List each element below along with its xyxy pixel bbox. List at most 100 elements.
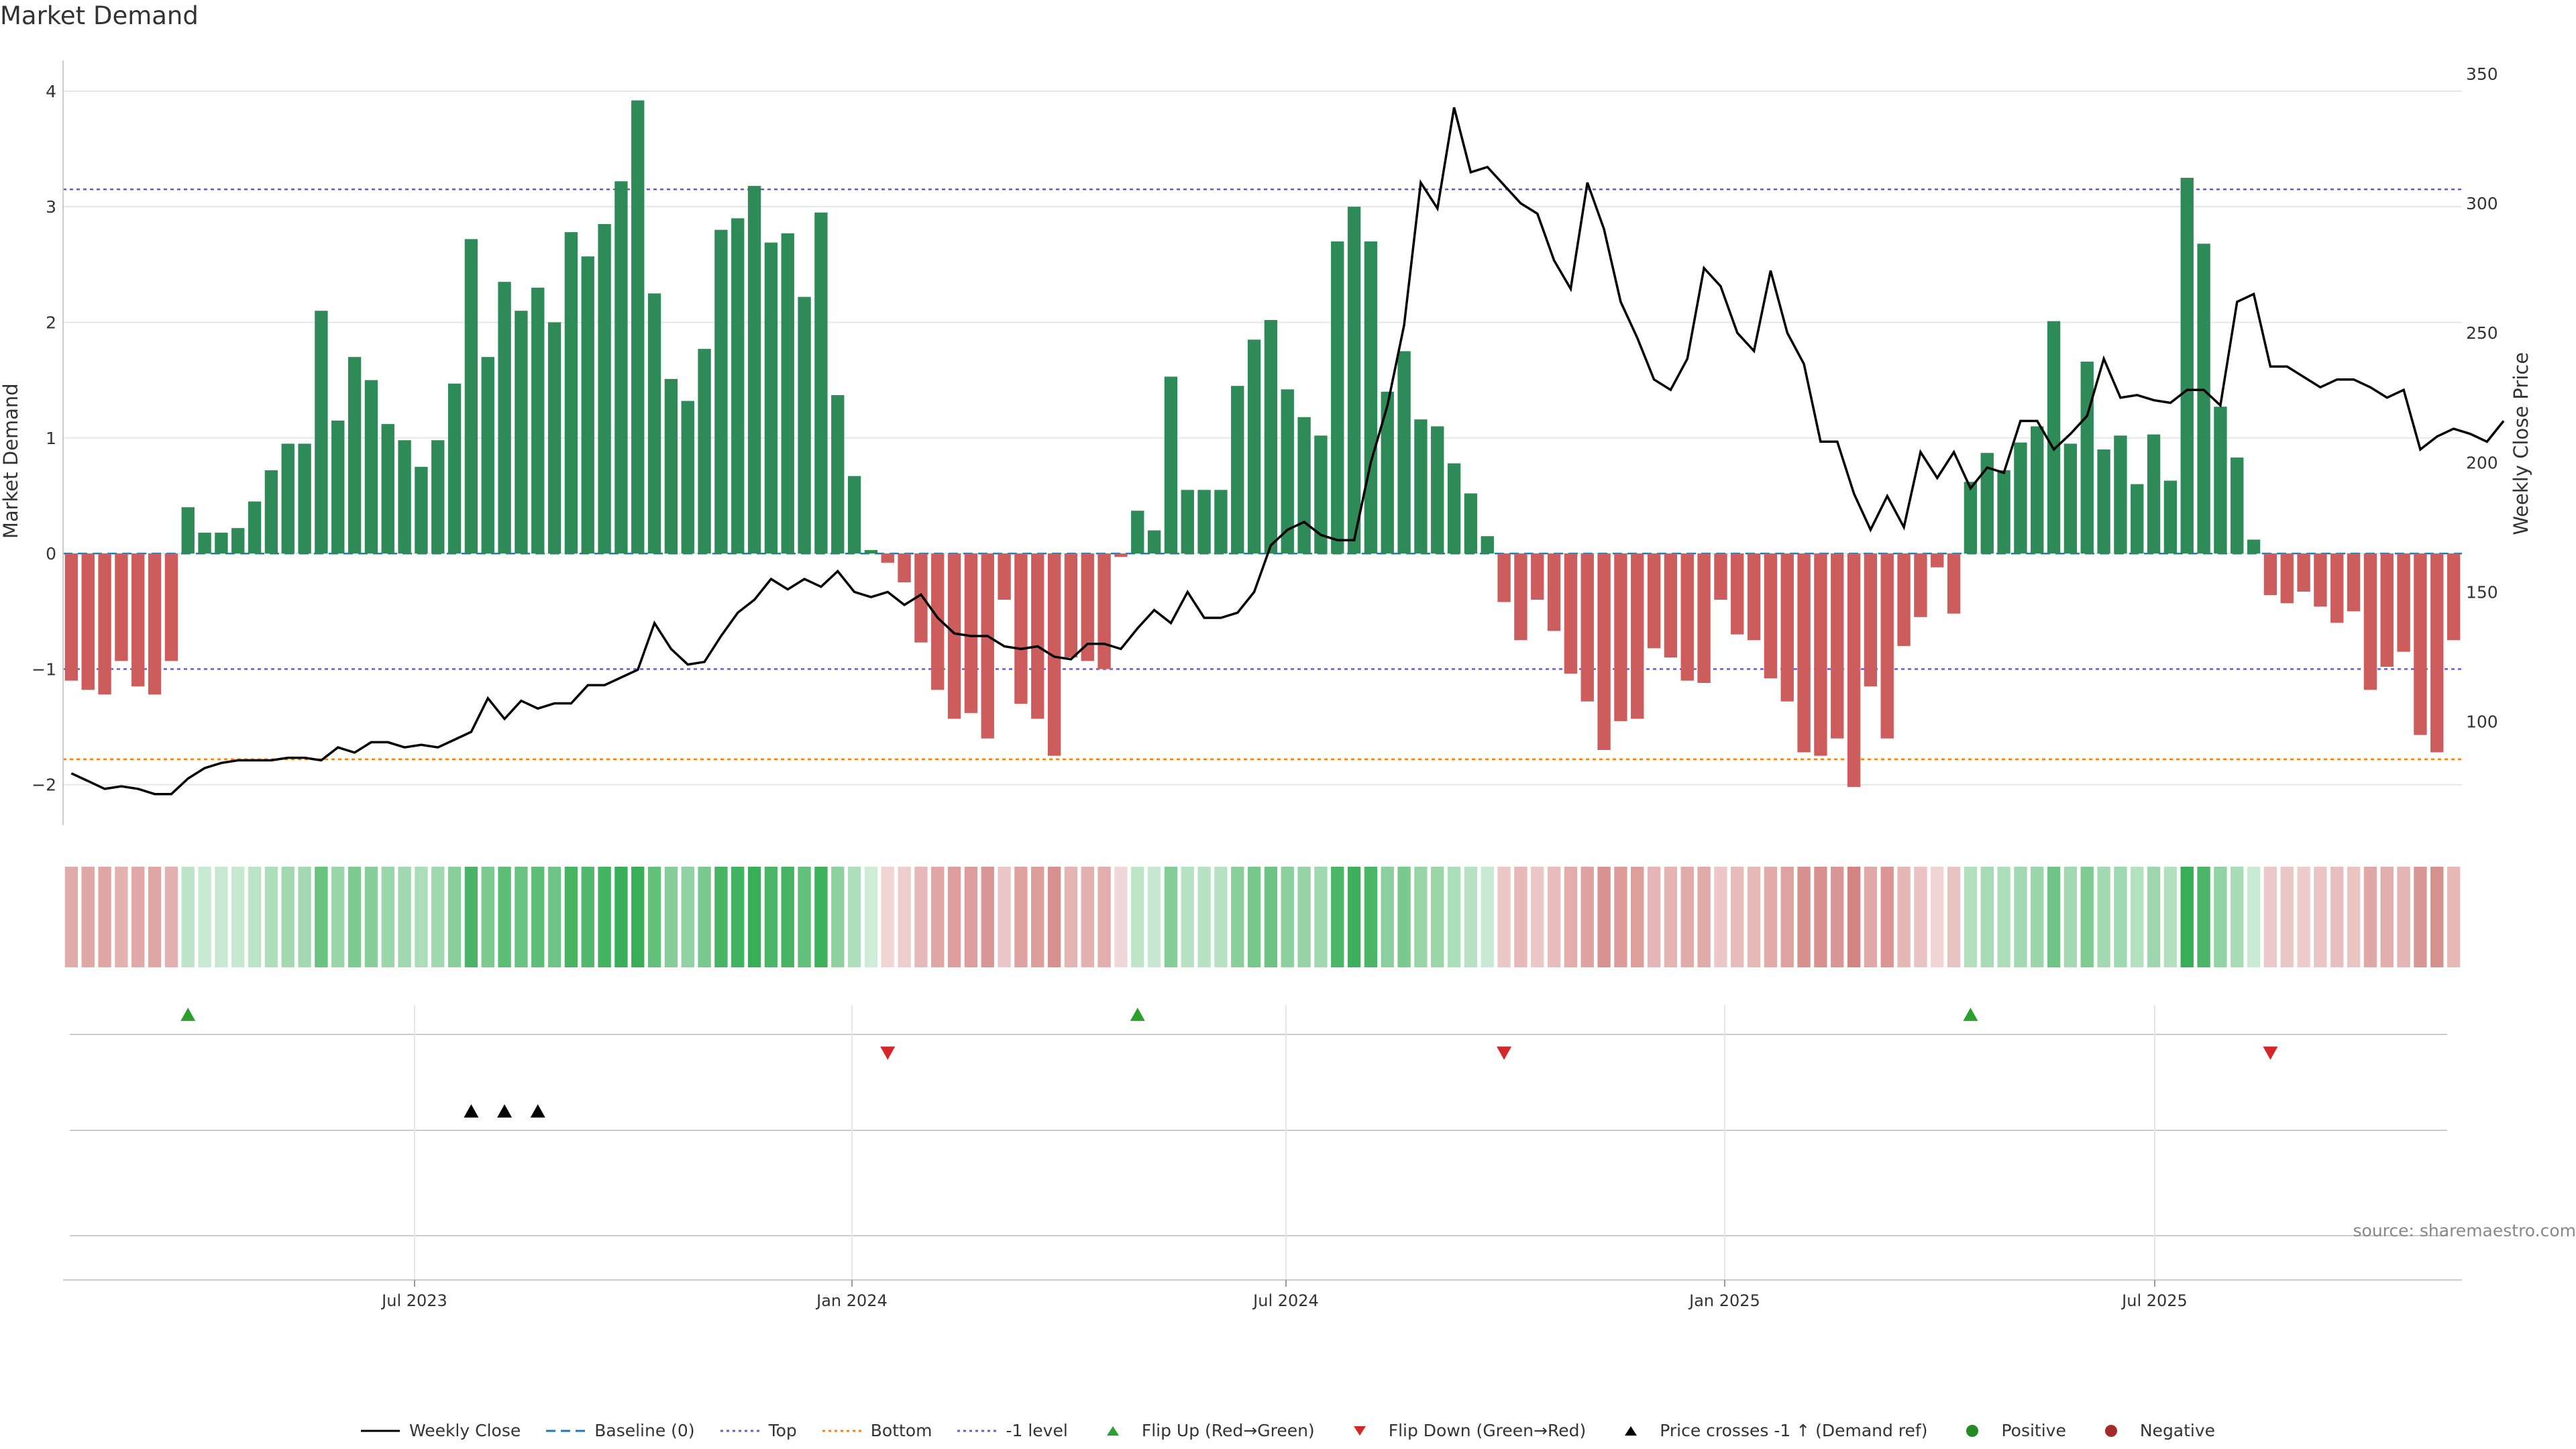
demand-bar [1197,490,1211,554]
demand-bar [1914,553,1927,617]
demand-bar [1731,553,1744,635]
demand-bar [881,553,894,563]
demand-bar [2314,553,2327,607]
demand-bar [1297,417,1311,554]
heat-cell [1047,867,1061,967]
demand-bar [498,282,511,554]
heat-cell [2031,867,2044,967]
demand-bar [2397,553,2410,652]
heat-cell [2197,867,2210,967]
demand-bar [1897,553,1911,646]
demand-bar [381,424,394,554]
legend-item: Weekly Close [360,1421,521,1440]
heat-cell [1347,867,1361,967]
demand-bar [131,553,145,687]
heat-cell [1031,867,1044,967]
heat-cell [664,867,678,967]
heat-cell [547,867,561,967]
left-tick-label: 1 [46,429,56,448]
heat-cell [2447,867,2461,967]
demand-bar [1264,320,1278,554]
demand-bar [1564,553,1578,674]
heat-cell [1381,867,1394,967]
heat-cell [731,867,745,967]
heat-cell [1397,867,1411,967]
demand-bar [2063,443,2078,554]
triangle-up-legend-icon [1611,1424,1650,1438]
price-cross-marker [530,1104,545,1118]
demand-bar [1131,511,1144,554]
dotted-line-legend-icon [957,1424,997,1438]
heat-cell [1931,867,1944,967]
heat-cell [1497,867,1511,967]
heat-cell [1114,867,1128,967]
demand-bar [2430,553,2444,753]
demand-bar [1997,470,2010,554]
demand-bar [1931,553,1944,568]
demand-bar [1697,553,1711,684]
heat-cell [1531,867,1544,967]
heat-cell [1580,867,1594,967]
x-tick-label: Jul 2023 [380,1291,447,1310]
heat-cell [431,867,445,967]
heat-cell [1647,867,1661,967]
heat-cell [681,867,694,967]
demand-bar [531,287,545,554]
heat-cell [714,867,728,967]
demand-bar [181,507,195,554]
heat-cell [2063,867,2078,967]
heat-cell [215,867,228,967]
market-demand-chart: 4 3 2 1 0 −2 −1 350 300 250 200 150 100 Market Demand… [0,60,2532,1310]
heat-cell [1831,867,1844,967]
heat-cell [2380,867,2394,967]
demand-bar [798,297,811,554]
demand-bar [1431,426,1444,554]
heat-cell [698,867,711,967]
demand-bar [1281,389,1294,554]
heat-cell [1214,867,1228,967]
heat-cell [1814,867,1827,967]
heat-cell [464,867,478,967]
demand-bar [1064,553,1078,658]
x-tick-label: Jan 2025 [1688,1291,1760,1310]
heat-cell [2280,867,2294,967]
heat-cell [81,867,95,967]
heat-cell [347,867,362,967]
demand-bar [1097,553,1111,669]
demand-bar [2163,480,2178,554]
heat-cell [498,867,511,967]
legend-label: Flip Up (Red→Green) [1141,1421,1315,1440]
circle-legend-icon [1953,1424,1992,1438]
heat-cell [98,867,111,967]
demand-bar [164,553,178,661]
demand-bar [148,553,162,695]
chart-title: Market Demand [0,1,199,30]
dashed-line-legend-icon [546,1424,586,1438]
heat-cell [1147,867,1161,967]
demand-bar [2363,553,2377,690]
legend-label: Positive [2001,1421,2066,1440]
heat-cell [1697,867,1711,967]
heat-cell [931,867,945,967]
heat-cell [847,867,861,967]
legend-item: Baseline (0) [546,1421,695,1440]
heat-cell [2014,867,2027,967]
heat-cell [2414,867,2427,967]
demand-bar [264,470,278,554]
demand-bar [664,378,678,554]
heat-cell [164,867,178,967]
demand-bar [964,553,978,713]
demand-bar [115,553,128,661]
heat-cell [1181,867,1194,967]
demand-bar [931,553,945,690]
heat-cell [1631,867,1644,967]
heat-cell [2147,867,2161,967]
heat-cell [1231,867,1244,967]
heat-cell [1331,867,1344,967]
demand-bar [2247,539,2261,554]
heat-cell [2214,867,2227,967]
reference-lines [63,189,2462,761]
heat-cell [1731,867,1744,967]
demand-bar [864,549,878,554]
heat-cell [2163,867,2178,967]
